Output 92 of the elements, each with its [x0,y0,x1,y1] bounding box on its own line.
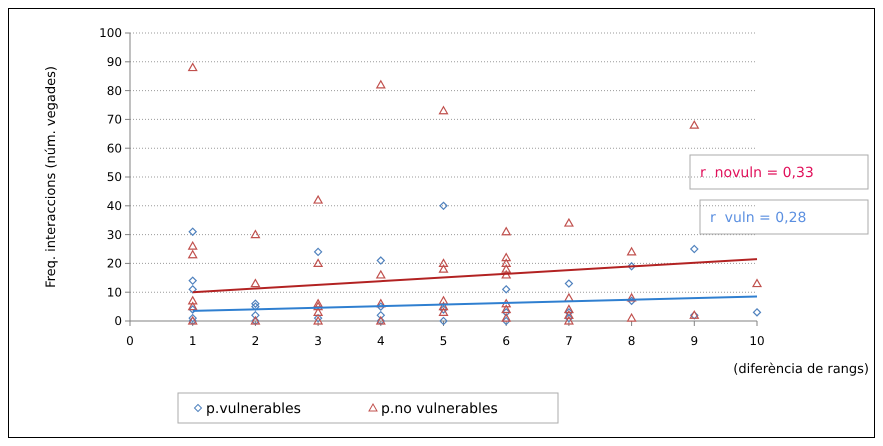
point [314,314,322,322]
point [251,302,260,311]
x-tick-label: 7 [565,334,573,348]
point [627,293,636,302]
point [502,285,510,294]
point [502,227,511,236]
annotation: r vuln = 0,28 [710,210,806,226]
point [314,299,323,308]
point [752,308,762,316]
annotation: r novuln = 0,33 [700,165,814,181]
legend-label: p.no vulnerables [381,400,498,417]
point [502,299,511,308]
point [188,314,197,322]
point [376,256,385,265]
point [376,299,386,308]
point [690,244,698,254]
x-tick-label: 3 [314,334,322,348]
point [439,202,448,210]
point [188,250,198,258]
y-axis-title: Freq. interaccions (núm. vegades) [44,66,59,288]
point [502,264,511,273]
point [438,296,448,304]
point [251,311,260,320]
point [438,264,448,273]
point [188,305,197,314]
point [251,300,260,308]
x-tick-label: 1 [188,334,197,348]
x-tick-label: 10 [749,334,765,348]
point [502,258,511,267]
point [627,314,636,322]
point [314,316,323,325]
point [438,258,448,267]
point [376,270,386,279]
y-tick-label: 90 [106,55,122,69]
point [438,106,448,114]
x-tick-label: 8 [628,334,636,348]
y-tick-label: 40 [106,199,122,213]
x-tick-label: 2 [252,334,260,348]
y-tick-label: 100 [99,26,122,40]
point [188,285,197,294]
point [502,270,511,279]
y-tick-label: 0 [114,314,122,328]
point [564,316,574,325]
point [752,278,762,288]
point [438,308,448,316]
point [188,296,198,304]
point [564,279,573,288]
y-tick-label: 50 [106,170,122,184]
point [564,308,573,316]
point [376,311,385,320]
point [314,302,323,310]
point [314,248,322,256]
point [188,62,198,72]
point [564,218,574,227]
point [564,310,574,319]
point [564,304,574,314]
point [188,228,197,236]
point [502,304,511,314]
point [250,230,260,238]
point [439,316,448,326]
x-tick-label: 0 [126,334,134,348]
point [564,314,573,322]
point [188,302,198,310]
point [314,308,323,316]
y-tick-label: 20 [106,256,122,271]
point [627,247,636,256]
y-tick-label: 60 [106,141,122,156]
y-tick-label: 30 [106,228,122,242]
legend-label: p.vulnerables [206,400,301,417]
x-tick-label: 6 [502,334,510,348]
point [502,253,511,262]
x-axis-title: (diferència de rangs) [733,362,869,377]
point [502,308,510,316]
point [628,296,636,305]
x-tick-label: 4 [376,334,385,348]
point [250,278,260,288]
point [690,120,699,129]
y-tick-label: 70 [106,112,122,127]
point [376,80,386,88]
y-tick-label: 10 [106,285,122,300]
point [314,258,323,267]
point [502,316,510,326]
x-tick-label: 9 [690,334,698,348]
point [188,276,197,285]
y-tick-label: 80 [106,84,122,98]
point [502,314,511,322]
point [628,262,636,270]
point [376,302,385,311]
point [188,242,198,250]
x-tick-label: 5 [440,334,448,348]
point [314,195,323,204]
point [438,302,448,310]
